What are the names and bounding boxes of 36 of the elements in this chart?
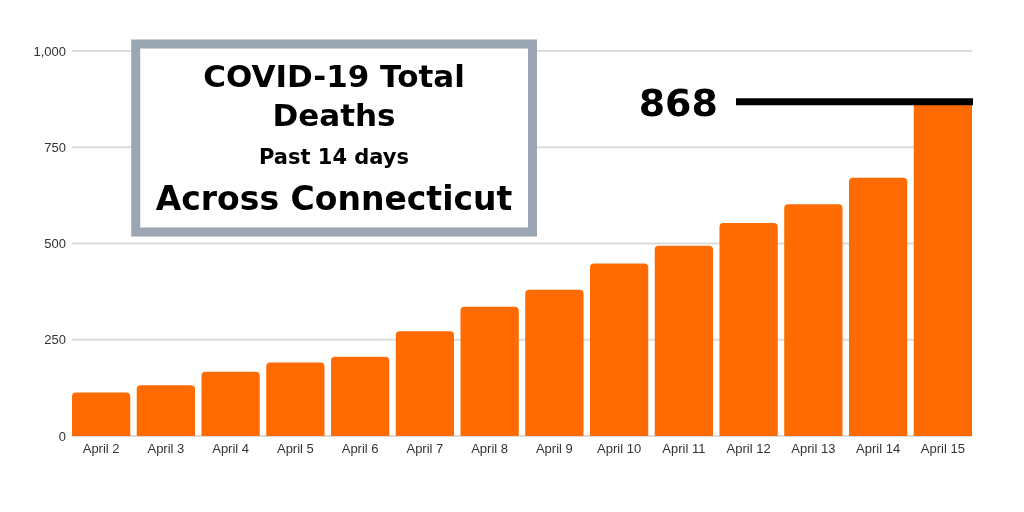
bar [201,371,260,436]
x-tick-label: April 12 [726,441,771,457]
bar [460,306,519,436]
x-tick-label: April 7 [406,441,444,457]
y-tick-label: 0 [58,428,66,444]
bar [848,177,908,436]
x-tick-label: April 5 [276,441,314,457]
x-tick-label: April 11 [662,441,706,457]
bar [136,385,196,436]
x-tick-label: April 6 [341,441,379,457]
y-tick-label: 500 [44,236,66,252]
bar [72,392,131,436]
x-tick-label: April 8 [471,441,509,457]
y-tick-label: 750 [44,139,66,155]
x-tick-label: April 13 [791,441,836,457]
text: COVID-19 Total Deaths [203,58,465,133]
ref-line-label: 868 [638,80,718,125]
bar [266,362,325,436]
x-tick-label: April 9 [535,441,573,457]
x-tick-label: April 4 [212,441,250,457]
bar [589,263,649,436]
bar [719,223,778,436]
x-tick-label: April 3 [147,441,185,457]
text: Past 14 days [258,145,410,169]
x-tick-label: April 2 [82,441,120,457]
x-tick-label: April 10 [597,441,642,457]
bar [654,245,714,436]
bar [784,204,843,436]
x-tick-label: April 15 [920,441,965,457]
annotation: Across Connecticut [155,179,513,218]
bar [525,289,584,436]
y-tick-label: 1,000 [33,43,66,59]
y-tick-label: 250 [44,332,66,348]
x-tick-label: April 14 [856,441,901,457]
bar [395,331,455,436]
bar [330,356,390,436]
